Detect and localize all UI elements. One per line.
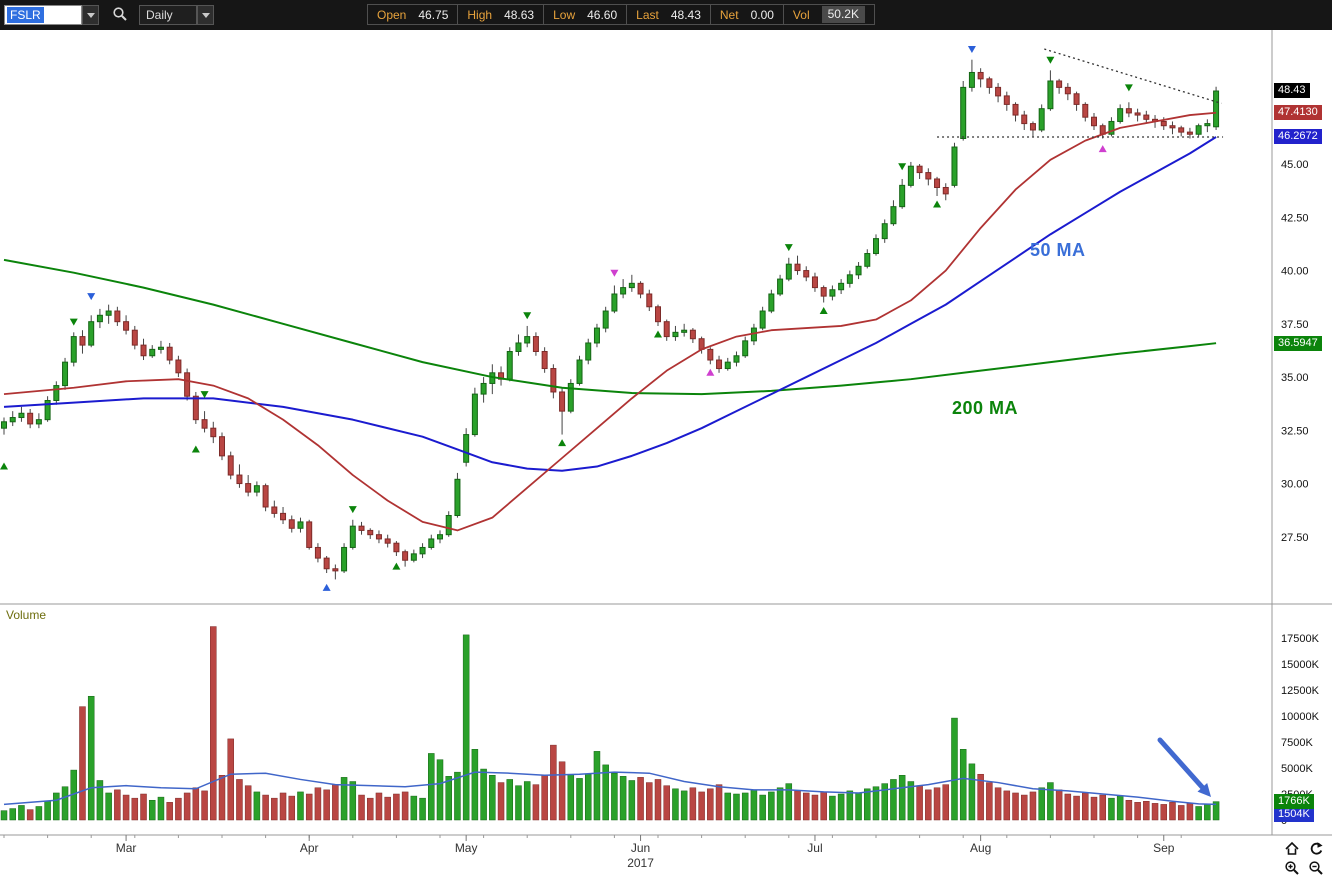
quote-label: Low (553, 7, 576, 22)
svg-text:17500K: 17500K (1281, 633, 1320, 645)
chevron-down-icon (201, 12, 210, 18)
interval-select[interactable]: Daily (139, 5, 197, 25)
quote-value: 48.63 (504, 7, 535, 22)
svg-text:7500K: 7500K (1281, 737, 1313, 749)
quote-label: Last (636, 7, 659, 22)
svg-text:Jun: Jun (631, 841, 650, 855)
home-icon (1284, 841, 1300, 860)
zoom-in-button[interactable] (1282, 861, 1302, 879)
quote-fields: Open 46.75 High 48.63 Low 46.60 Last 48.… (367, 4, 875, 25)
svg-text:Sep: Sep (1153, 841, 1175, 855)
svg-text:27.50: 27.50 (1281, 532, 1309, 544)
quote-value: 0.00 (750, 7, 774, 22)
symbol-input[interactable]: FSLR (4, 5, 82, 25)
chart-corner-tools (1280, 841, 1330, 879)
quote-value: 46.75 (418, 7, 449, 22)
symbol-value: FSLR (7, 7, 44, 23)
svg-text:2017: 2017 (627, 856, 654, 870)
svg-text:Aug: Aug (970, 841, 991, 855)
volume-ma-badge: 1504K (1274, 807, 1314, 822)
quote-label: High (467, 7, 493, 22)
quote-field-open: Open 46.75 (367, 4, 459, 25)
chart-area[interactable]: 45.00 42.50 40.00 37.50 35.00 32.50 30.00 27.50… (0, 30, 1332, 879)
toolbar: FSLR Daily Open 46.75 High 48.63 Low 46.… (0, 0, 1332, 30)
quote-field-low: Low 46.60 (543, 4, 628, 25)
quote-value: 48.43 (670, 7, 701, 22)
last-price-badge: 48.43 (1274, 83, 1310, 98)
chart-canvas[interactable]: 45.00 42.50 40.00 37.50 35.00 32.50 30.00 27.50… (0, 30, 1332, 879)
svg-text:Jul: Jul (807, 841, 822, 855)
interval-value: Daily (146, 8, 173, 22)
home-button[interactable] (1282, 841, 1302, 860)
ma50-annotation: 50 MA (1030, 240, 1086, 260)
quote-label: Vol (792, 7, 810, 22)
svg-text:37.50: 37.50 (1281, 319, 1309, 331)
quote-value: 46.60 (587, 7, 618, 22)
svg-text:5000K: 5000K (1281, 763, 1313, 775)
quote-label: Open (377, 7, 407, 22)
svg-text:35.00: 35.00 (1281, 372, 1309, 384)
volume-pane-label: Volume (6, 608, 47, 622)
svg-text:42.50: 42.50 (1281, 212, 1309, 224)
svg-text:45.00: 45.00 (1281, 159, 1309, 171)
search-icon (112, 6, 128, 25)
quote-field-high: High 48.63 (457, 4, 545, 25)
volume-last-badge: 1766K (1274, 794, 1314, 809)
symbol-dropdown-button[interactable] (82, 5, 99, 25)
svg-text:30.00: 30.00 (1281, 479, 1309, 491)
ma200-annotation: 200 MA (952, 398, 1019, 418)
quote-label: Net (719, 7, 739, 22)
svg-text:40.00: 40.00 (1281, 266, 1309, 278)
zoom-out-icon (1308, 860, 1324, 879)
quote-value: 50.2K (821, 6, 865, 23)
interval-dropdown-button[interactable] (197, 5, 214, 25)
svg-text:Mar: Mar (116, 841, 137, 855)
svg-text:10000K: 10000K (1281, 711, 1320, 723)
zoom-out-button[interactable] (1306, 861, 1326, 879)
svg-text:12500K: 12500K (1281, 685, 1320, 697)
quote-field-vol: Vol 50.2K (782, 4, 875, 25)
quote-field-last: Last 48.43 (626, 4, 711, 25)
undo-arrow-icon (1308, 841, 1324, 860)
ma20-value-badge: 47.4130 (1274, 105, 1322, 120)
ma50-value-badge: 46.2672 (1274, 129, 1322, 144)
quote-field-net: Net 0.00 (709, 4, 784, 25)
symbol-lookup-button[interactable] (107, 4, 133, 26)
reset-view-button[interactable] (1306, 842, 1326, 860)
svg-text:May: May (455, 841, 478, 855)
chevron-down-icon (86, 12, 95, 18)
svg-text:32.50: 32.50 (1281, 425, 1309, 437)
svg-text:Apr: Apr (300, 841, 319, 855)
toolbar-left-group: FSLR Daily (4, 4, 214, 26)
ma200-value-badge: 36.5947 (1274, 336, 1322, 351)
zoom-in-icon (1284, 860, 1300, 879)
svg-text:15000K: 15000K (1281, 659, 1320, 671)
